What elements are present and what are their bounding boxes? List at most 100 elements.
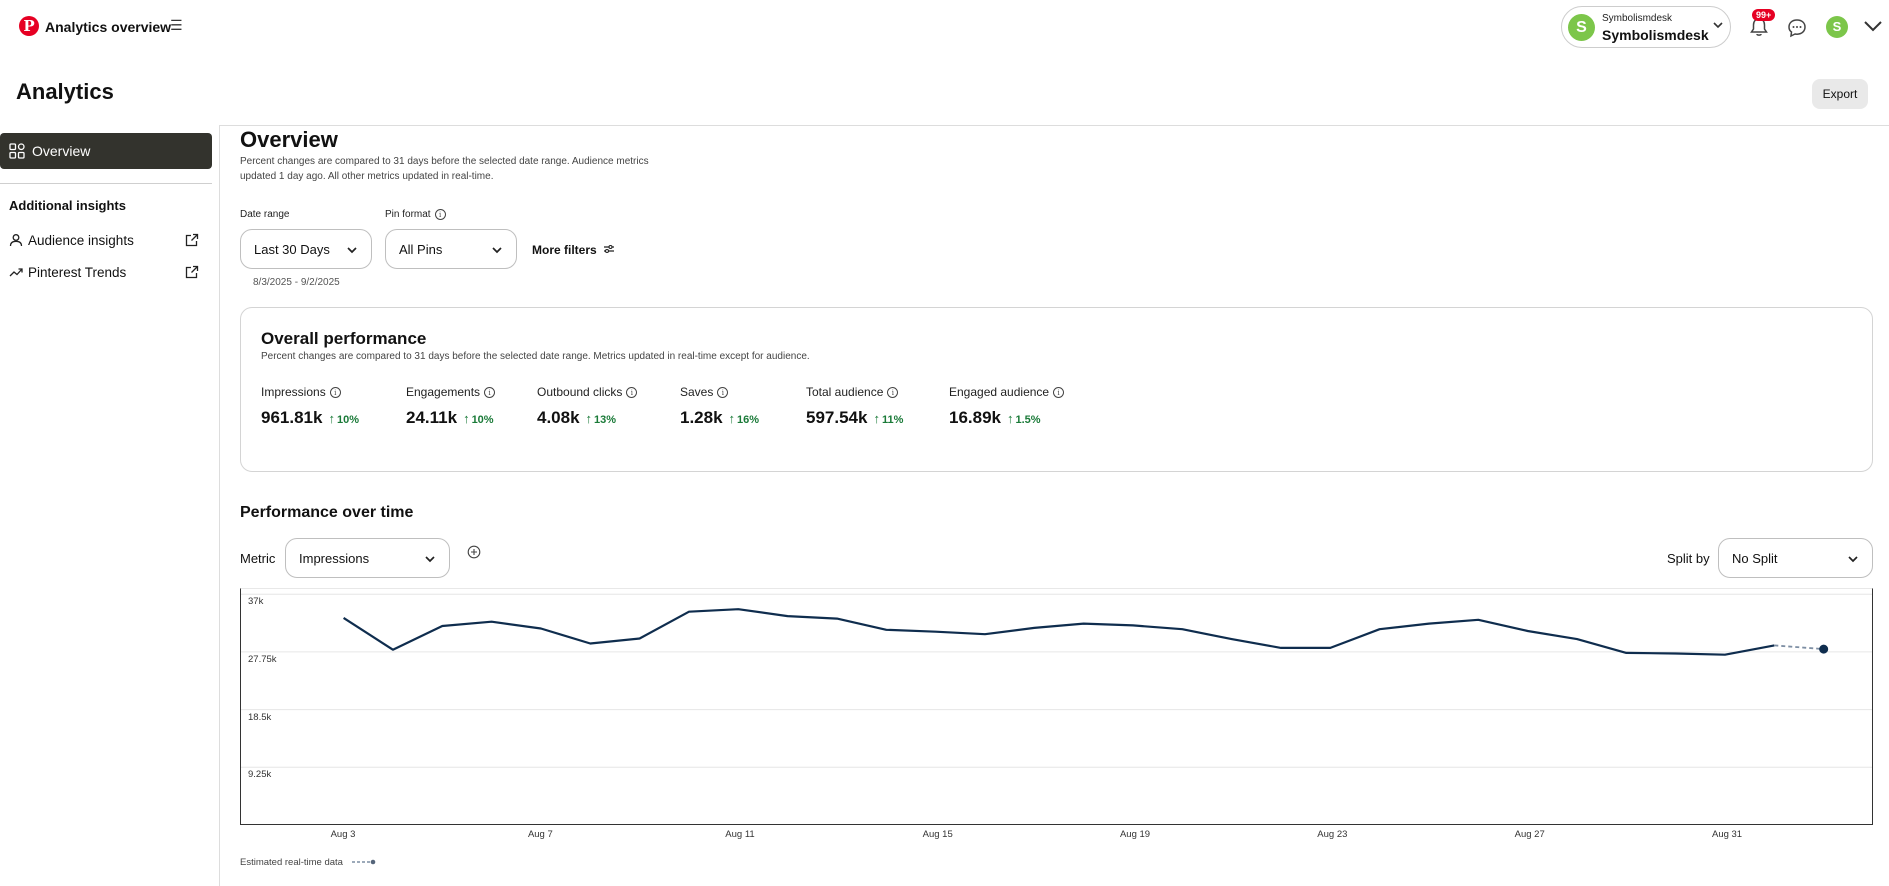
metric-engaged-audience[interactable]: Engaged audience i 16.89k ↑ 1.5%: [949, 385, 1065, 428]
metric-select-value: Impressions: [299, 551, 370, 566]
metric-value: 4.08k: [537, 408, 580, 427]
x-tick-label: Aug 11: [725, 829, 755, 840]
sidebar-item-label: Audience insights: [28, 233, 134, 248]
performance-line-chart[interactable]: 37k 27.75k 18.5k 9.25k Aug 3 Aug 7 Aug 11 Aug 1…: [240, 588, 1873, 840]
metric-change: 10%: [471, 414, 494, 426]
metric-select[interactable]: Impressions: [285, 538, 450, 578]
overall-performance-title: Overall performance: [261, 329, 427, 348]
info-icon[interactable]: i: [717, 387, 729, 399]
info-icon[interactable]: i: [1053, 387, 1065, 399]
pin-format-label: Pin format i: [385, 209, 446, 220]
metric-value: 597.54k: [806, 408, 868, 427]
external-link-icon: [185, 233, 199, 247]
sidebar-item-pinterest-trends[interactable]: Pinterest Trends: [0, 261, 212, 285]
info-icon[interactable]: i: [626, 387, 638, 399]
metric-label: Outbound clicks: [537, 385, 623, 399]
sidebar-divider: [219, 125, 220, 886]
page-title: Analytics: [16, 79, 114, 104]
sidebar-item-label: Overview: [32, 143, 91, 159]
series-line-impressions[interactable]: [343, 608, 1775, 656]
date-range-label: Date range: [240, 209, 290, 220]
info-icon[interactable]: i: [484, 387, 496, 399]
metric-label: Total audience: [806, 385, 884, 399]
chevron-down-icon: [1713, 22, 1723, 29]
metric-value: 24.11k: [406, 408, 458, 427]
x-tick-label: Aug 3: [330, 829, 356, 840]
split-by-value: No Split: [1732, 551, 1778, 566]
split-by-label: Split by: [1667, 551, 1710, 566]
metric-saves[interactable]: Saves i 1.28k ↑ 16%: [680, 385, 759, 428]
performance-over-time-title: Performance over time: [240, 504, 414, 521]
add-metric-icon[interactable]: [467, 545, 481, 559]
arrow-up-icon: ↑: [873, 411, 880, 426]
split-by-select[interactable]: No Split: [1718, 538, 1873, 578]
estimated-data-label: Estimated real-time data: [240, 857, 343, 868]
x-tick-label: Aug 15: [922, 829, 953, 840]
metric-outbound-clicks[interactable]: Outbound clicks i 4.08k ↑ 13%: [537, 385, 638, 428]
metric-label: Engaged audience: [949, 385, 1050, 399]
dashed-line-legend-icon: [351, 860, 375, 865]
sidebar-item-overview[interactable]: Overview: [0, 133, 212, 169]
metric-impressions[interactable]: Impressions i 961.81k ↑ 10%: [261, 385, 359, 428]
x-tick-label: Aug 31: [1711, 829, 1743, 840]
date-range-value: Last 30 Days: [254, 242, 330, 257]
metric-change: 13%: [594, 414, 617, 426]
account-name: Symbolismdesk: [1602, 27, 1709, 43]
arrow-up-icon: ↑: [585, 411, 593, 426]
info-icon[interactable]: i: [434, 209, 446, 220]
estimated-data-point[interactable]: [1819, 644, 1829, 654]
metric-change: 1.5%: [1015, 414, 1041, 426]
y-tick-label: 9.25k: [248, 769, 272, 781]
x-tick-label: Aug 19: [1119, 829, 1151, 840]
account-switcher[interactable]: S Symbolismdesk Symbolismdesk: [1561, 6, 1731, 48]
more-filters-button[interactable]: More filters: [532, 243, 615, 257]
filter-sliders-icon: [604, 244, 615, 254]
arrow-up-icon: ↑: [1007, 411, 1014, 426]
account-name-small: Symbolismdesk: [1602, 13, 1673, 24]
account-avatar: S: [1568, 14, 1595, 41]
metric-change: 16%: [737, 414, 760, 426]
y-tick-label: 18.5k: [248, 711, 272, 723]
app-title[interactable]: Analytics overview: [45, 19, 172, 35]
chevron-down-icon: [425, 556, 435, 563]
metric-engagements[interactable]: Engagements i 24.11k ↑ 10%: [406, 385, 496, 428]
accounts-chevron-down-icon[interactable]: [1863, 18, 1883, 34]
info-icon[interactable]: i: [887, 387, 899, 399]
x-tick-label: Aug 7: [527, 829, 553, 840]
sidebar-item-label: Pinterest Trends: [28, 265, 127, 280]
notification-badge: 99+: [1752, 9, 1776, 21]
y-tick-label: 37k: [248, 596, 264, 608]
metric-select-label: Metric: [240, 551, 276, 566]
overall-performance-description: Percent changes are compared to 31 days …: [261, 351, 810, 362]
date-range-select[interactable]: Last 30 Days: [240, 229, 372, 269]
sidebar-item-audience-insights[interactable]: Audience insights: [0, 229, 212, 253]
pin-format-select[interactable]: All Pins: [385, 229, 517, 269]
more-filters-label: More filters: [532, 243, 597, 257]
pin-format-value: All Pins: [399, 242, 443, 257]
metric-label: Engagements: [406, 385, 481, 399]
overall-performance-card: Overall performance Percent changes are …: [240, 307, 1873, 472]
chevron-down-icon: [1848, 556, 1858, 563]
info-icon[interactable]: i: [329, 387, 341, 399]
x-tick-label: Aug 27: [1514, 829, 1545, 840]
profile-avatar[interactable]: S: [1826, 16, 1848, 38]
chevron-down-icon: [492, 247, 502, 254]
metric-total-audience[interactable]: Total audience i 597.54k ↑ 11%: [806, 385, 903, 428]
y-tick-label: 27.75k: [248, 653, 277, 665]
metric-value: 1.28k: [680, 408, 723, 427]
chevron-down-icon: [347, 247, 357, 254]
export-button[interactable]: Export: [1812, 79, 1868, 109]
arrow-up-icon: ↑: [728, 411, 736, 426]
metric-value: 16.89k: [949, 408, 1001, 427]
header-divider: [219, 125, 1889, 126]
metric-label: Impressions: [261, 385, 326, 399]
metric-change: 10%: [336, 414, 359, 426]
messages-icon[interactable]: [1786, 17, 1808, 39]
pinterest-logo-icon[interactable]: P: [19, 16, 39, 36]
overview-title: Overview: [240, 127, 338, 152]
sidebar-separator: [0, 183, 212, 184]
menu-icon[interactable]: ☰: [170, 17, 183, 33]
trend-icon: [9, 268, 23, 277]
metric-value: 961.81k: [261, 408, 323, 427]
top-bar: P Analytics overview ☰ S Symbolismdesk S…: [0, 0, 1889, 56]
